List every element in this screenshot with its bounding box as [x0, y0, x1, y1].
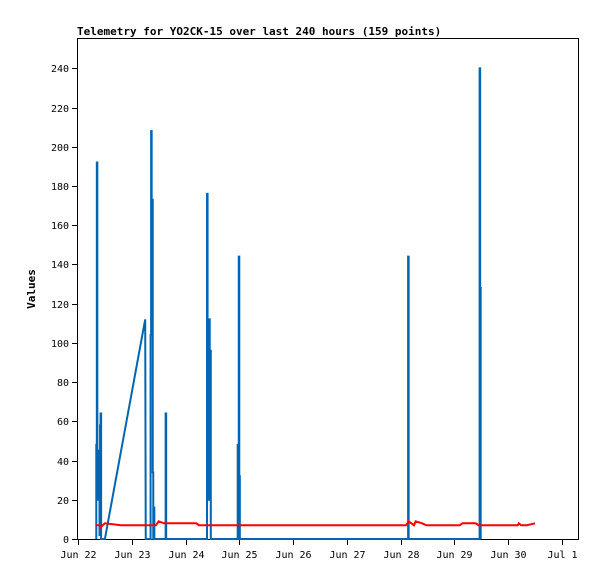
x-tick-label-9: Jul 1: [547, 550, 577, 561]
x-tick-label-3: Jun 25: [221, 550, 257, 561]
y-tick-label-120: 120: [51, 300, 69, 311]
series-line-0: [95, 67, 482, 540]
y-tick-label-0: 0: [63, 535, 69, 546]
y-axis-label: Values: [25, 269, 38, 309]
y-tick-label-200: 200: [51, 143, 69, 154]
x-tick-label-6: Jun 28: [383, 550, 419, 561]
series-line-1: [95, 519, 536, 529]
chart-title: Telemetry for YO2CK-15 over last 240 hou…: [77, 25, 441, 38]
y-tick-label-20: 20: [57, 496, 69, 507]
y-tick-label-160: 160: [51, 221, 69, 232]
y-tick-label-140: 140: [51, 260, 69, 271]
y-axis: 0 20 40 60 80 100 120 140 160 180 200 220 240: [51, 64, 78, 546]
y-tick-label-180: 180: [51, 182, 69, 193]
y-tick-label-40: 40: [57, 457, 69, 468]
x-tick-label-2: Jun 24: [168, 550, 204, 561]
x-tick-label-0: Jun 22: [60, 550, 96, 561]
y-tick-label-220: 220: [51, 104, 69, 115]
x-tick-label-4: Jun 26: [275, 550, 311, 561]
x-tick-label-7: Jun 29: [436, 550, 472, 561]
y-tick-label-80: 80: [57, 378, 69, 389]
x-tick-label-8: Jun 30: [490, 550, 526, 561]
y-tick-label-240: 240: [51, 64, 69, 75]
x-tick-label-5: Jun 27: [329, 550, 365, 561]
series-layer: [95, 67, 536, 540]
y-tick-label-60: 60: [57, 417, 69, 428]
y-tick-label-100: 100: [51, 339, 69, 350]
x-tick-label-1: Jun 23: [114, 550, 150, 561]
